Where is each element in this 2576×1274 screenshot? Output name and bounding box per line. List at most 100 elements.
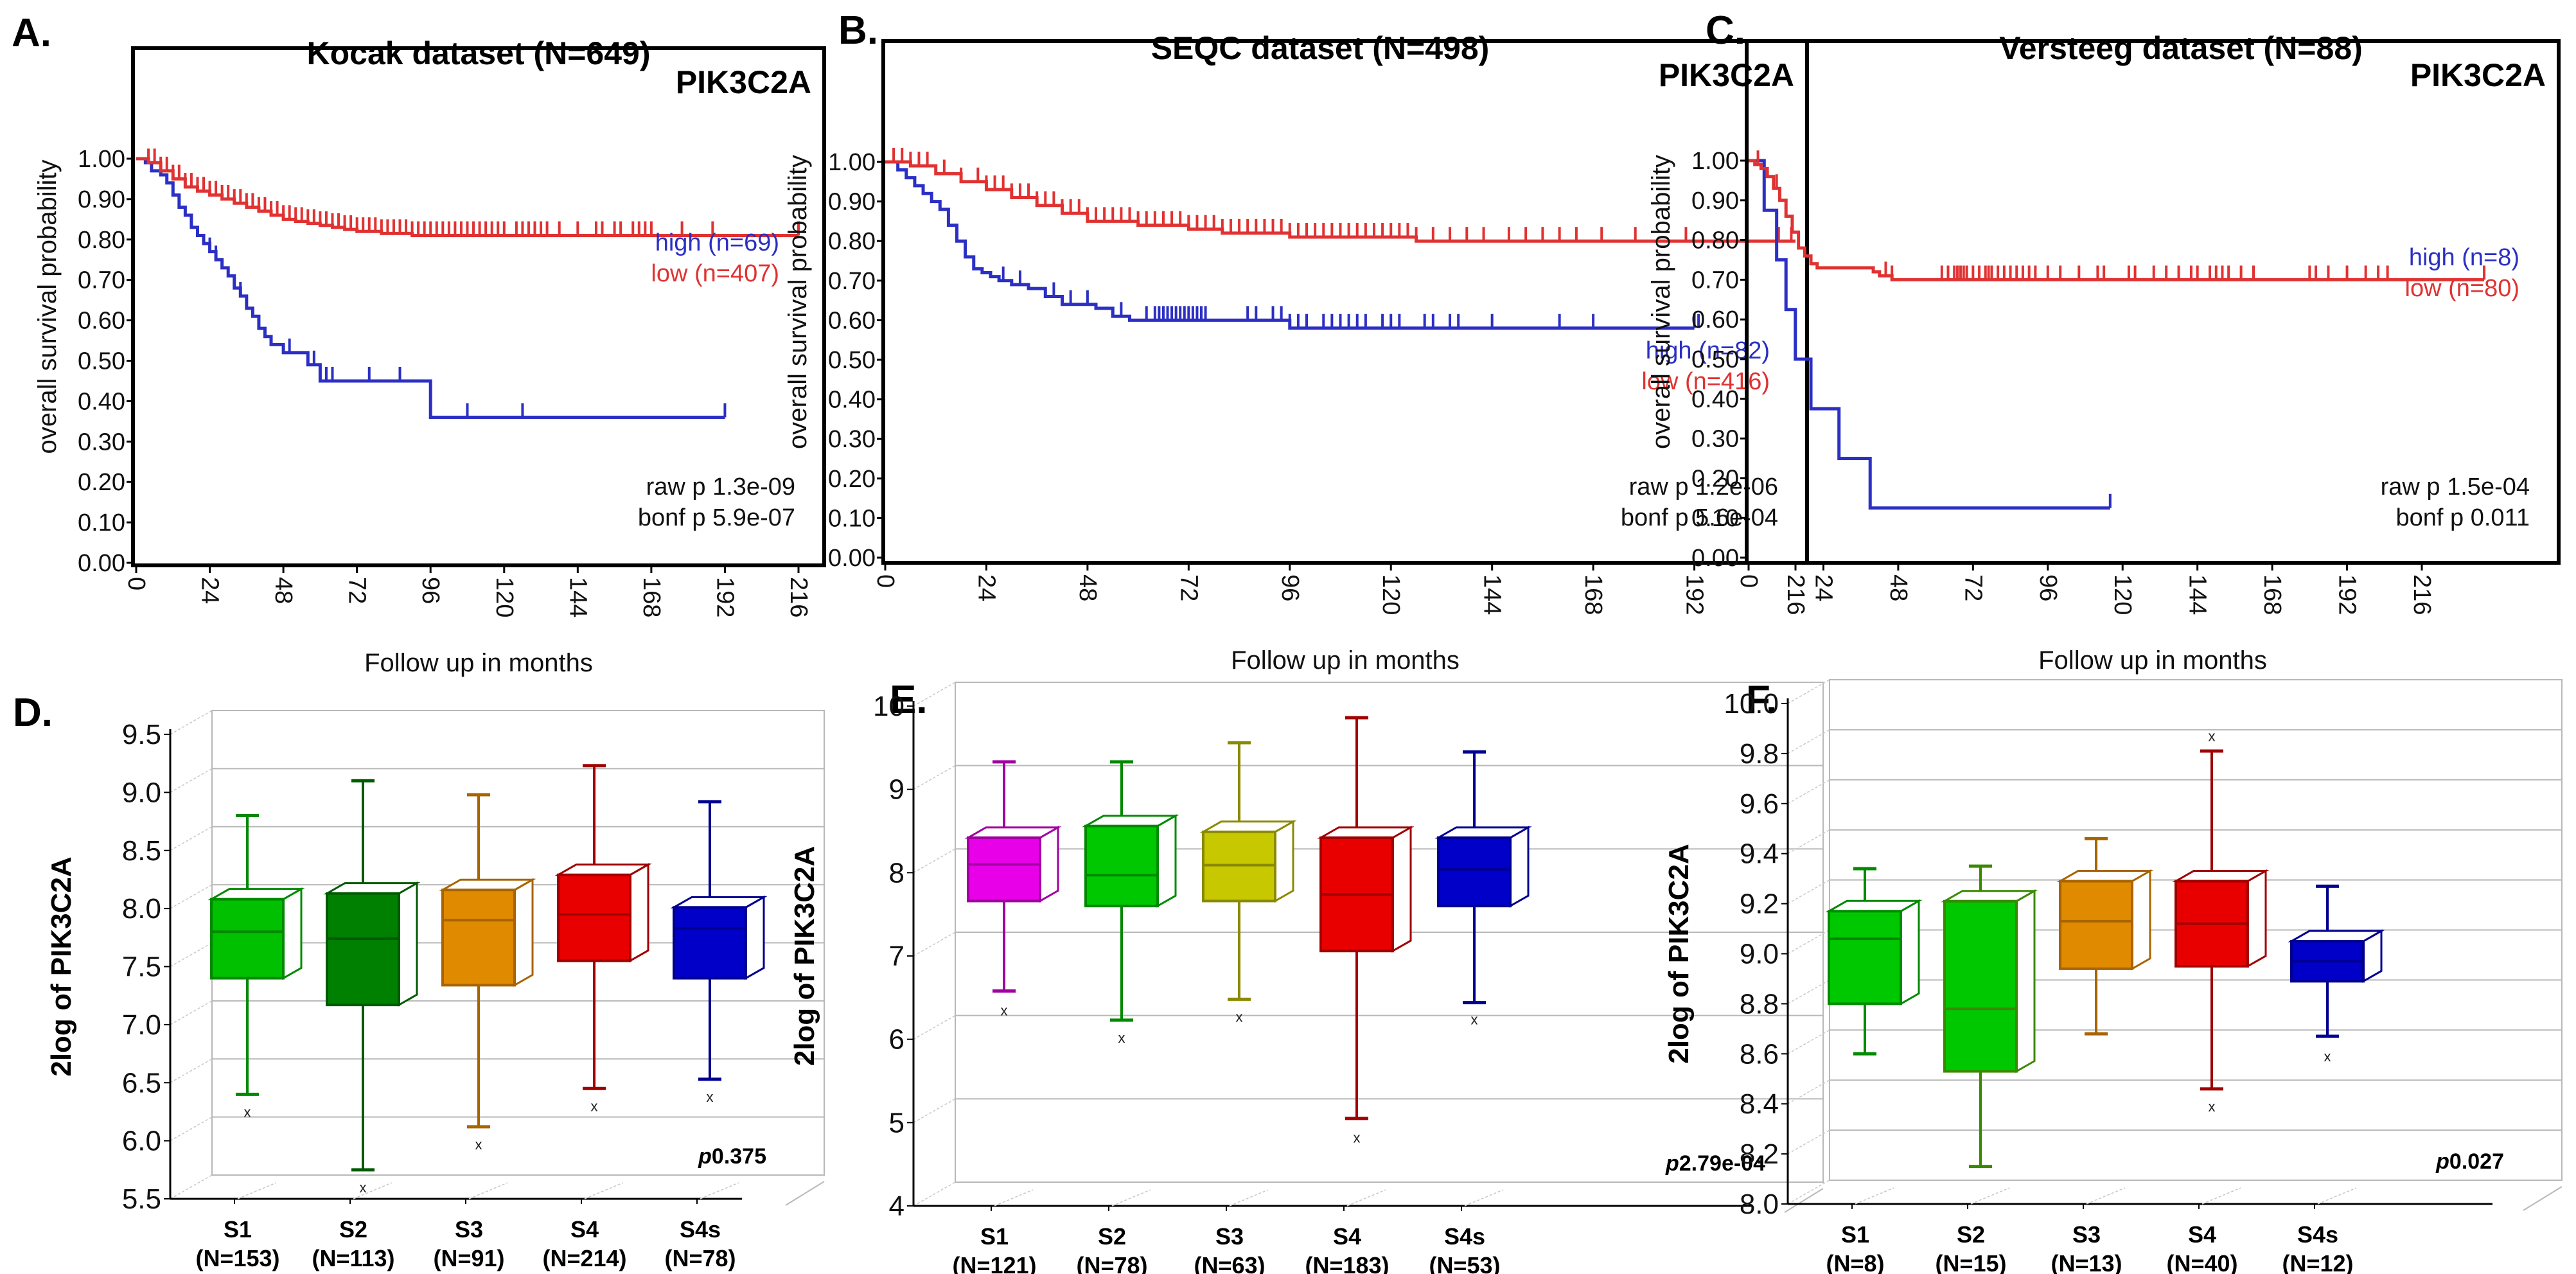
box-top-face <box>554 863 652 876</box>
outlier-marker: x <box>475 1137 482 1153</box>
y-tick-label: 0.40 <box>1691 386 1739 413</box>
y-tick-label: 9.5 <box>122 719 161 750</box>
category-count: (N=63) <box>1194 1252 1265 1274</box>
box-top-face <box>2172 870 2270 883</box>
gene-label: PIK3C2A <box>2410 57 2546 93</box>
grid-diagonal <box>170 942 213 968</box>
grid-diagonal <box>1787 1129 1830 1155</box>
category-label: S2 <box>1957 1221 1985 1248</box>
box-s4: x x S4(N=40) <box>2166 729 2270 1274</box>
y-axis-title: overall survival probability <box>33 160 62 454</box>
box-side-face <box>2015 889 2036 1074</box>
box-top-face <box>2056 870 2154 883</box>
box-top-face <box>2288 930 2385 942</box>
box-top-face <box>1199 820 1297 833</box>
y-tick-label: 8.5 <box>122 835 161 867</box>
y-tick-label: 0.60 <box>828 307 876 334</box>
y-tick-label: 0.50 <box>1691 346 1739 373</box>
category-count: (N=53) <box>1429 1252 1500 1274</box>
grid-diagonal <box>170 1174 213 1199</box>
y-tick-label: 0.70 <box>828 268 876 295</box>
box-s4: x S4(N=183) <box>1305 716 1415 1274</box>
y-tick-label: 9.4 <box>1740 838 1779 870</box>
p-value: 0.027 <box>2449 1149 2504 1174</box>
y-tick-label: 0.60 <box>78 308 125 335</box>
x-axis-title: Follow up in months <box>1231 646 1460 675</box>
x-tick-label: 168 <box>638 577 665 617</box>
box-top-face <box>964 826 1062 839</box>
x-tick-label: 24 <box>1810 574 1837 601</box>
floor-diagonal <box>700 1182 739 1199</box>
box-side-face <box>1391 826 1412 953</box>
y-tick-label: 9.8 <box>1740 738 1779 770</box>
y-tick-label: 10 <box>873 691 904 722</box>
category-label: S4 <box>570 1216 599 1243</box>
category-label: S1 <box>224 1216 252 1243</box>
bonf-p-value: bonf p 0.011 <box>2396 504 2530 531</box>
outlier-marker: x <box>1471 1012 1478 1028</box>
p-value-label: p0.027 <box>2435 1149 2504 1174</box>
grid-diagonal <box>1787 1079 1830 1104</box>
box-side-face <box>1900 899 1920 1005</box>
category-label: S1 <box>980 1223 1009 1250</box>
panel-letter: B. <box>838 8 878 53</box>
outlier-marker: x <box>360 1180 367 1196</box>
category-label: S3 <box>1215 1223 1244 1250</box>
box-side-face <box>1039 826 1059 903</box>
y-axis-title: 2log of PIK3C2A <box>1663 844 1695 1063</box>
legend-entry-low: low (n=407) <box>651 260 779 287</box>
y-axis-title: 2log of PIK3C2A <box>46 856 77 1076</box>
box-s2: S2(N=15) <box>1935 864 2038 1274</box>
grid-diagonal <box>913 1181 956 1207</box>
box-s4: x S4(N=214) <box>542 764 652 1271</box>
grid-diagonal <box>170 826 213 851</box>
floor-diagonal <box>1855 1187 1894 1205</box>
box-side-face <box>513 878 534 987</box>
y-tick-label: 0.00 <box>78 550 125 577</box>
x-tick-label: 192 <box>711 577 738 617</box>
box-front-face <box>326 892 400 1007</box>
y-tick-label: 8.6 <box>1740 1038 1779 1070</box>
survival-curve-low <box>1749 159 2485 281</box>
outlier-marker: x <box>1001 1002 1008 1018</box>
panel-letter: A. <box>12 11 51 55</box>
box-top-face <box>323 882 421 895</box>
x-tick-label: 0 <box>123 577 150 590</box>
category-count: (N=91) <box>433 1245 504 1271</box>
plot-frame <box>1745 39 2561 565</box>
category-count: (N=40) <box>2166 1250 2237 1274</box>
plot-frame <box>131 46 826 567</box>
raw-p-value: raw p 1.2e-06 <box>1629 473 1778 500</box>
category-count: (N=13) <box>2051 1250 2122 1274</box>
box-side-face <box>1156 814 1177 908</box>
box-panel-d: D. 5.5 6.0 6.5 7.0 7.5 8.0 8.5 9.0 9.5 2log of PIK… <box>13 691 825 1271</box>
box-front-face <box>967 836 1041 903</box>
raw-p-value: raw p 1.3e-09 <box>646 473 795 500</box>
x-tick-label: 216 <box>2408 574 2435 615</box>
box-front-face <box>1828 910 1902 1005</box>
p-symbol: p <box>1665 1151 1679 1176</box>
x-tick-label: 192 <box>2334 574 2361 615</box>
y-tick-label: 8.2 <box>1740 1138 1779 1170</box>
box-side-face <box>1274 820 1294 903</box>
legend-entry-high: high (n=69) <box>655 229 779 256</box>
grid-diagonal <box>1787 729 1830 754</box>
x-tick-label: 0 <box>1735 574 1762 588</box>
km-panel-b: B. SEQC dataset (N=498) 0.00 0.10 0.20 0.30 0.… <box>784 8 1809 675</box>
panel-letter: D. <box>13 691 53 735</box>
category-count: (N=153) <box>195 1245 279 1271</box>
x-tick-label: 48 <box>1885 574 1912 601</box>
box-front-face <box>1437 836 1512 908</box>
y-tick-label: 8 <box>889 857 904 889</box>
p-symbol: p <box>698 1144 712 1169</box>
x-tick-label: 96 <box>417 577 444 604</box>
floor-diagonal <box>584 1182 624 1199</box>
outlier-marker: x <box>2209 729 2216 745</box>
floor-diagonal <box>353 1182 393 1199</box>
x-tick-label: 144 <box>2184 574 2211 615</box>
y-axis-title: 2log of PIK3C2A <box>789 846 820 1066</box>
floor-edge <box>785 1181 825 1206</box>
box-s2: x S2(N=113) <box>312 779 421 1271</box>
y-tick-label: 0.10 <box>828 505 876 532</box>
y-tick-label: 9.0 <box>1740 939 1779 970</box>
